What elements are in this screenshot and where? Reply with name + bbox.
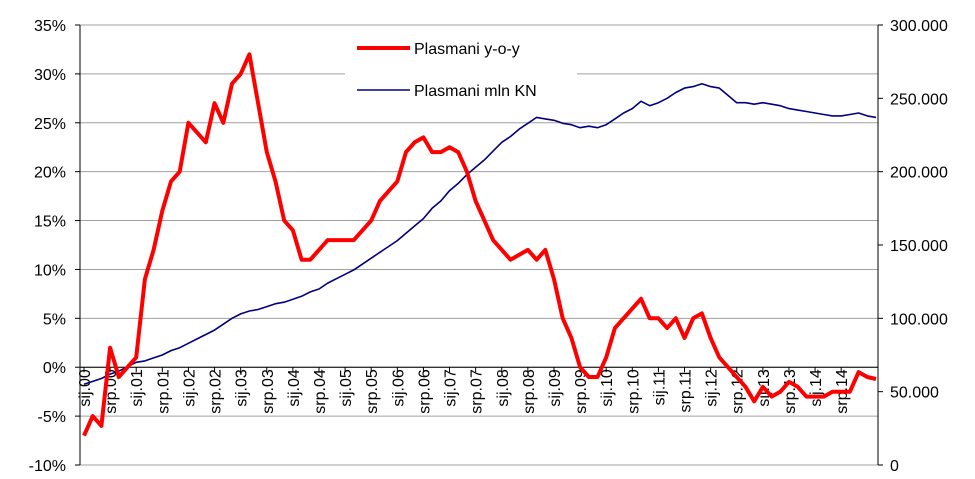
y2-tick-label: 0 [890,458,899,474]
y-tick-label: 5% [43,311,66,328]
x-tick-label: sij.12 [704,369,721,406]
x-tick-label: srp.11 [678,369,695,412]
x-tick-label: sij.01 [129,369,146,406]
x-tick-label: sij.00 [77,369,94,406]
y2-tick-label: 250.000 [890,91,948,108]
y-tick-label: 35% [34,18,66,35]
x-tick-label: sij.06 [390,369,407,406]
x-tick-label: sij.14 [808,369,825,406]
legend-label: Plasmani mln KN [414,83,537,100]
x-tick-label: sij.07 [443,369,460,406]
legend-label: Plasmani y-o-y [414,41,520,58]
x-tick-label: sij.10 [599,369,616,406]
x-tick-label: sij.02 [181,369,198,406]
y-tick-label: 10% [34,262,66,279]
x-tick-label: srp.13 [782,369,799,414]
y2-tick-label: 100.000 [890,311,948,328]
x-tick-label: srp.04 [312,369,329,414]
y-tick-label: 15% [34,214,66,231]
x-tick-label: srp.03 [260,369,277,414]
x-tick-label: srp.12 [730,369,747,414]
x-tick-label: sij.09 [547,369,564,406]
y-tick-label: 0% [43,360,66,377]
x-tick-label: srp.01 [155,369,172,414]
x-tick-label: srp.02 [208,369,225,414]
x-tick-label: srp.05 [364,369,381,414]
x-tick-label: sij.08 [495,369,512,406]
x-tick-label: sij.04 [286,369,303,406]
y-tick-label: 25% [34,116,66,133]
x-tick-label: sij.05 [338,369,355,406]
y-tick-label: 30% [34,67,66,84]
x-tick-label: srp.08 [521,369,538,414]
y-tick-label: -5% [38,409,66,426]
x-tick-label: srp.06 [416,369,433,414]
y2-tick-label: 300.000 [890,18,948,35]
y2-tick-label: 150.000 [890,238,948,255]
x-tick-label: srp.07 [469,369,486,414]
x-tick-label: sij.03 [234,369,251,406]
y2-tick-label: 50.000 [890,385,939,402]
series-line [82,52,877,437]
legend-box [345,28,577,106]
x-tick-label: srp.10 [625,369,642,414]
x-tick-label: srp.09 [573,369,590,414]
x-tick-label: sij.11 [651,369,668,405]
y-tick-label: -10% [29,458,66,474]
series-line [83,82,877,386]
y2-tick-label: 200.000 [890,165,948,182]
y-tick-label: 20% [34,165,66,182]
